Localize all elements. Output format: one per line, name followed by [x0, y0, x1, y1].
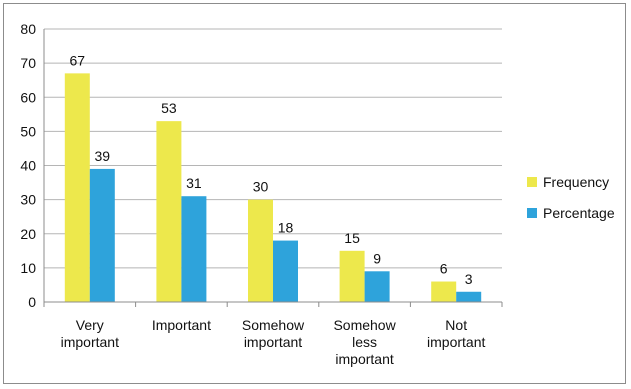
x-category-label-line: Somehow	[242, 317, 305, 333]
x-category-label: Somehow less important	[333, 317, 396, 367]
x-category-label-line: Very	[76, 317, 104, 333]
legend-swatch-percentage	[527, 208, 537, 218]
y-tick-label: 80	[20, 21, 36, 37]
x-category-label-line: Important	[152, 317, 211, 333]
data-labels: 67 53 30 15 6 39 31 18 9 3	[70, 52, 473, 286]
y-tick-label: 40	[20, 158, 36, 174]
data-label-frequency: 53	[161, 100, 177, 116]
x-category-label: Very important	[61, 317, 119, 350]
x-category-label: Not important	[427, 317, 485, 350]
legend-swatch-frequency	[527, 177, 537, 187]
y-tick-label: 10	[20, 260, 36, 276]
y-tick-label: 50	[20, 123, 36, 139]
y-tick-label: 0	[28, 294, 36, 310]
x-category-label-line: Somehow	[333, 317, 396, 333]
x-category-label-line: less	[352, 334, 377, 350]
x-category-label-line: Not	[445, 317, 467, 333]
x-category-label-line: important	[61, 334, 119, 350]
bar-frequency	[156, 121, 182, 302]
data-label-frequency: 6	[440, 261, 448, 277]
data-label-percentage: 18	[278, 220, 294, 236]
y-tick-label: 70	[20, 55, 36, 71]
y-tick-label: 30	[20, 192, 36, 208]
data-label-frequency: 15	[344, 230, 360, 246]
bar-percentage	[89, 168, 115, 302]
bar-percentage	[181, 196, 207, 302]
y-tick-label: 20	[20, 226, 36, 242]
x-category-label-line: important	[335, 351, 393, 367]
data-label-frequency: 30	[253, 179, 269, 195]
x-category-label: Somehow important	[242, 317, 305, 350]
bar-percentage	[273, 240, 298, 302]
bar-percentage	[456, 291, 482, 302]
bar-frequency	[339, 250, 365, 302]
data-label-percentage: 31	[186, 175, 202, 191]
x-category-label: Important	[152, 317, 211, 333]
bar-percentage	[364, 271, 390, 302]
data-label-frequency: 67	[70, 52, 86, 68]
x-category-label-line: important	[244, 334, 302, 350]
legend-label-frequency: Frequency	[543, 174, 609, 190]
data-label-percentage: 39	[95, 148, 111, 164]
data-label-percentage: 9	[373, 250, 381, 266]
data-label-percentage: 3	[465, 271, 473, 287]
y-tick-label: 60	[20, 89, 36, 105]
x-category-label-line: important	[427, 334, 485, 350]
bar-frequency	[431, 281, 457, 302]
legend-label-percentage: Percentage	[543, 205, 615, 221]
bar-frequency	[248, 199, 273, 302]
gridlines	[44, 28, 502, 269]
bars	[64, 73, 482, 302]
bar-frequency	[64, 73, 90, 302]
legend: Frequency Percentage	[527, 174, 615, 221]
